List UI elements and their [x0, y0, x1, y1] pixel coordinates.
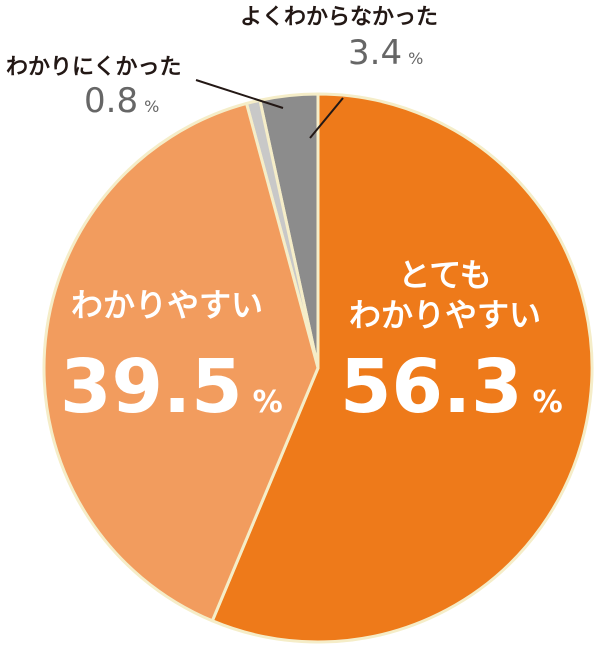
- slice-value-totemo: 56.3%: [340, 344, 563, 430]
- pie-slices: [42, 92, 594, 644]
- leader-line-yokuwakaranakatta: [309, 97, 344, 139]
- leader-line-wakarinikukatta: [195, 79, 284, 109]
- value-0-8: 0.8: [84, 81, 138, 121]
- unit-percent: %: [408, 49, 423, 68]
- value-56-3: 56.3: [340, 344, 523, 430]
- slice-value-yokuwakaranakatta: 3.4%: [348, 33, 423, 73]
- unit-percent: %: [533, 385, 563, 420]
- slice-value-wakariyasui: 39.5%: [60, 344, 283, 430]
- slice-label-totemo-line1: とても: [398, 256, 491, 294]
- slice-label-wakarinikukatta: わかりにくかった: [6, 55, 182, 80]
- unit-percent: %: [253, 385, 283, 420]
- slice-label-wakariyasui: わかりやすい: [71, 286, 263, 324]
- slice-label-totemo-line2: わかりやすい: [349, 296, 541, 334]
- unit-percent: %: [144, 97, 159, 116]
- pie-slice-0: [210, 92, 594, 644]
- value-39-5: 39.5: [60, 344, 243, 430]
- pie-slice-3: [42, 101, 320, 623]
- slice-label-yokuwakaranakatta: よくわからなかった: [240, 5, 438, 30]
- leader-lines: [195, 79, 344, 139]
- value-3-4: 3.4: [348, 33, 402, 73]
- slice-value-wakarinikukatta: 0.8%: [84, 81, 159, 121]
